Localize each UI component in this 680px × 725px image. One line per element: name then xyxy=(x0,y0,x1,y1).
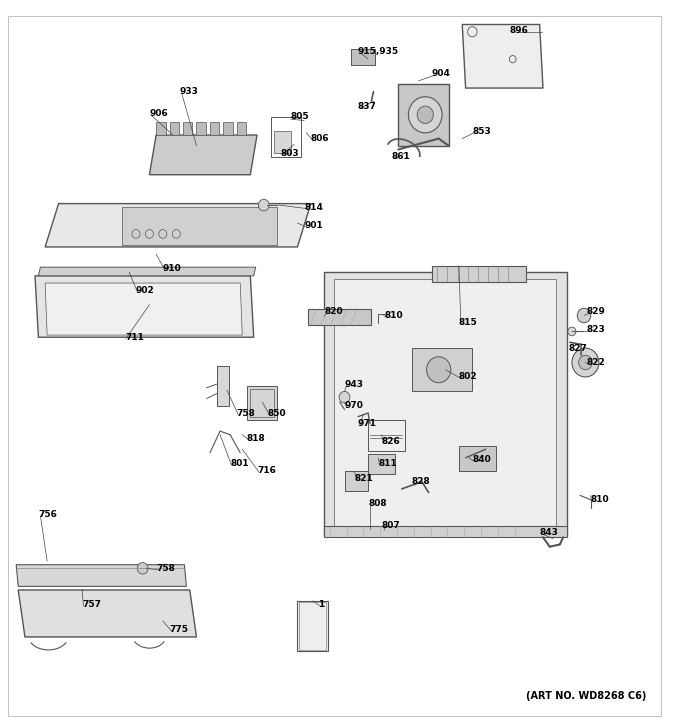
Text: 843: 843 xyxy=(540,528,558,536)
Circle shape xyxy=(258,199,269,211)
Text: (ART NO. WD8268 C6): (ART NO. WD8268 C6) xyxy=(526,691,647,701)
Circle shape xyxy=(409,96,442,133)
Text: 837: 837 xyxy=(358,102,377,111)
Text: 943: 943 xyxy=(345,380,364,389)
Text: 805: 805 xyxy=(290,112,309,122)
Text: 861: 861 xyxy=(392,152,410,161)
Bar xyxy=(459,446,496,471)
Polygon shape xyxy=(45,204,311,247)
Text: 840: 840 xyxy=(473,455,491,465)
Bar xyxy=(247,386,277,420)
Bar xyxy=(307,309,371,325)
Text: 820: 820 xyxy=(324,307,343,316)
Bar xyxy=(271,117,301,157)
Circle shape xyxy=(417,106,433,123)
Text: 901: 901 xyxy=(304,221,323,230)
Bar xyxy=(324,526,566,537)
Text: 971: 971 xyxy=(358,419,377,428)
Polygon shape xyxy=(18,590,197,637)
Bar xyxy=(197,122,206,135)
Text: 757: 757 xyxy=(82,600,101,609)
Polygon shape xyxy=(335,279,556,530)
Text: 828: 828 xyxy=(412,477,430,486)
Text: 850: 850 xyxy=(267,409,286,418)
Bar xyxy=(352,49,375,65)
Bar xyxy=(217,366,228,406)
Text: 821: 821 xyxy=(354,473,373,483)
Text: 810: 810 xyxy=(385,311,403,320)
Circle shape xyxy=(137,563,148,574)
Circle shape xyxy=(577,308,591,323)
Text: 933: 933 xyxy=(180,87,199,96)
Text: 829: 829 xyxy=(587,307,606,316)
Polygon shape xyxy=(35,276,254,337)
Text: 806: 806 xyxy=(311,134,330,143)
Polygon shape xyxy=(462,25,543,88)
Polygon shape xyxy=(150,135,257,175)
Bar xyxy=(398,84,449,146)
Text: 818: 818 xyxy=(247,434,266,443)
Text: 711: 711 xyxy=(126,333,145,341)
Bar xyxy=(237,122,246,135)
Text: 823: 823 xyxy=(587,326,605,334)
Bar xyxy=(224,122,233,135)
Polygon shape xyxy=(38,268,256,276)
Text: 902: 902 xyxy=(136,286,154,295)
Polygon shape xyxy=(324,272,566,536)
Polygon shape xyxy=(45,283,242,335)
Bar xyxy=(250,389,274,417)
Bar xyxy=(368,455,395,474)
Text: 811: 811 xyxy=(378,459,397,468)
Text: 1: 1 xyxy=(318,600,324,609)
Text: 826: 826 xyxy=(381,437,401,447)
Bar xyxy=(183,122,192,135)
Text: 822: 822 xyxy=(587,358,605,367)
Text: 814: 814 xyxy=(304,203,323,212)
Bar xyxy=(169,122,179,135)
Text: 815: 815 xyxy=(459,318,477,327)
Text: 915,935: 915,935 xyxy=(358,47,399,57)
Text: 810: 810 xyxy=(590,495,609,504)
Text: 910: 910 xyxy=(163,264,182,273)
Text: 716: 716 xyxy=(257,466,276,476)
Text: 802: 802 xyxy=(459,373,477,381)
Bar xyxy=(210,122,220,135)
Polygon shape xyxy=(122,207,277,245)
Text: 853: 853 xyxy=(473,127,491,136)
Text: 827: 827 xyxy=(568,344,588,352)
Text: 906: 906 xyxy=(150,109,168,118)
Text: 775: 775 xyxy=(169,625,188,634)
Text: 756: 756 xyxy=(38,510,57,518)
Text: 758: 758 xyxy=(156,564,175,573)
Circle shape xyxy=(568,327,576,336)
Text: 896: 896 xyxy=(509,26,528,35)
Bar xyxy=(156,122,165,135)
Text: 904: 904 xyxy=(432,69,451,78)
Bar xyxy=(345,471,368,491)
Polygon shape xyxy=(16,565,186,587)
Bar xyxy=(368,420,405,451)
Bar xyxy=(274,131,290,153)
Text: 970: 970 xyxy=(345,402,363,410)
Text: 807: 807 xyxy=(381,521,401,529)
Bar xyxy=(297,601,328,651)
Circle shape xyxy=(579,355,592,370)
Text: 758: 758 xyxy=(237,409,256,418)
Text: 803: 803 xyxy=(281,149,299,157)
Circle shape xyxy=(339,392,350,403)
Bar xyxy=(432,266,526,281)
Text: 801: 801 xyxy=(230,459,249,468)
Text: 808: 808 xyxy=(368,499,387,507)
Bar xyxy=(412,348,473,392)
Circle shape xyxy=(426,357,451,383)
Circle shape xyxy=(572,348,599,377)
